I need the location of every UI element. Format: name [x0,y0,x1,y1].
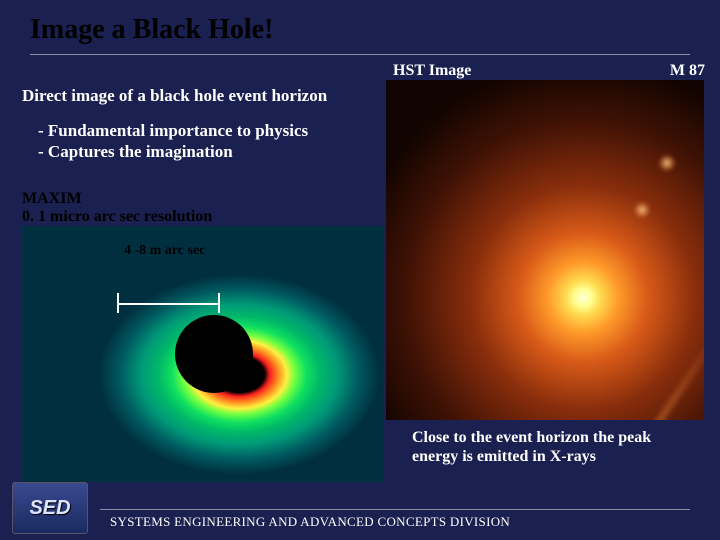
bullet-item: Fundamental importance to physics [38,120,308,141]
scale-bar [117,293,220,313]
footer-text: SYSTEMS ENGINEERING AND ADVANCED CONCEPT… [110,514,510,530]
bullet-list: Fundamental importance to physics Captur… [38,120,308,163]
xray-caption: Close to the event horizon the peak ener… [412,428,692,466]
maxim-line2: 0. 1 micro arc sec resolution [22,208,212,226]
page-title: Image a Black Hole! [30,14,273,46]
jet-knot [634,202,650,218]
maxim-simulation-image [22,226,384,482]
m87-label: M 87 [670,62,705,80]
bullet-item: Captures the imagination [38,141,308,162]
subtitle: Direct image of a black hole event horiz… [22,86,327,106]
m87-jet [580,334,704,420]
black-hole-shadow [175,315,253,393]
maxim-line1: MAXIM [22,190,212,208]
divider-bottom [100,509,690,510]
scale-line [117,303,220,305]
divider-top [30,54,690,55]
sed-logo: SED [12,482,88,534]
hst-image-label: HST Image [393,62,471,80]
hst-m87-image [386,80,704,420]
arc-sec-label: 4 -8 m arc sec [124,243,205,259]
scale-tick-right [218,293,220,313]
jet-knot [659,155,675,171]
sed-logo-text: SED [29,497,70,520]
maxim-caption: MAXIM 0. 1 micro arc sec resolution [22,190,212,227]
